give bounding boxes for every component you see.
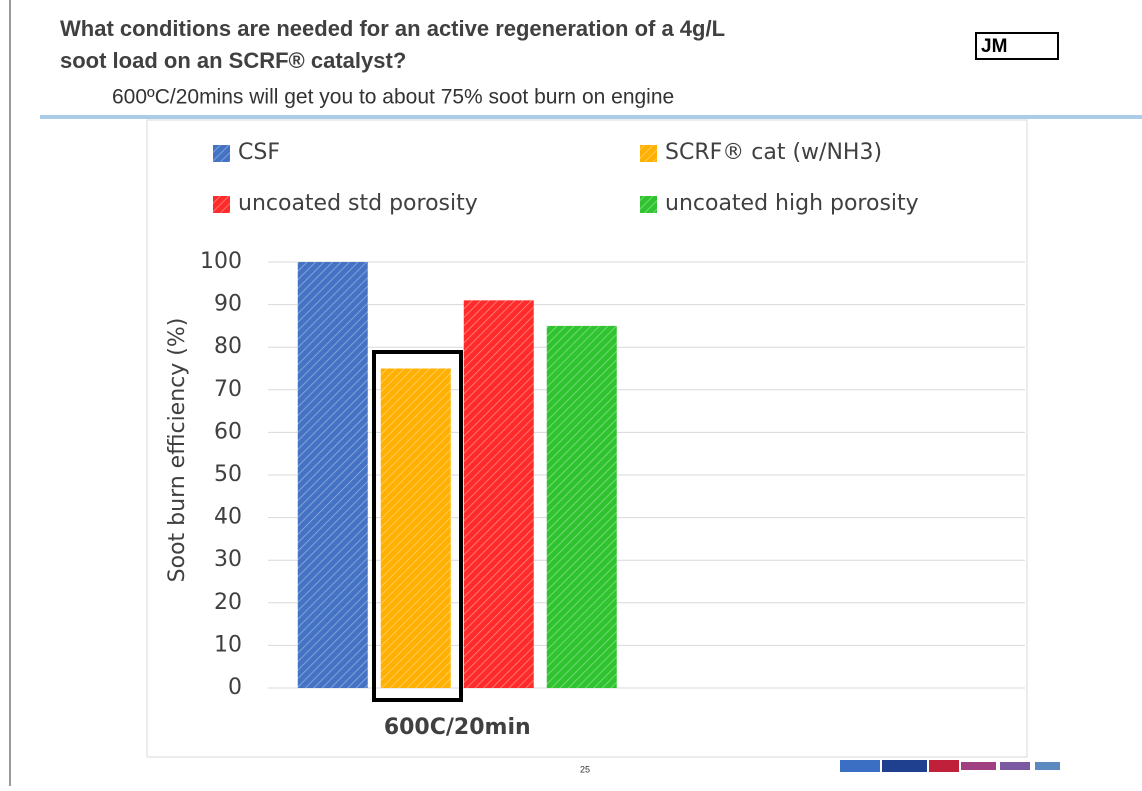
slide: What conditions are needed for an active… — [0, 0, 1142, 786]
legend-swatch — [213, 196, 230, 213]
y-tick-label: 100 — [200, 249, 242, 274]
legend-swatch — [640, 145, 657, 162]
bar — [464, 300, 534, 688]
page-number: 25 — [580, 764, 590, 774]
slide-subtitle: 600ºC/20mins will get you to about 75% s… — [112, 86, 674, 109]
y-tick-label: 10 — [214, 632, 242, 657]
y-axis-label: Soot burn efficiency (%) — [165, 318, 190, 583]
y-tick-label: 40 — [214, 505, 242, 530]
legend-swatch — [640, 196, 657, 213]
footer-logo-block — [882, 760, 927, 772]
footer-logo-block — [840, 760, 880, 772]
footer-logo-block — [1000, 762, 1030, 770]
legend-label: uncoated high porosity — [665, 191, 919, 216]
bar — [381, 369, 451, 689]
bar — [298, 262, 368, 688]
legend-swatch — [213, 145, 230, 162]
legend-label: SCRF® cat (w/NH3) — [665, 140, 882, 165]
y-tick-label: 70 — [214, 377, 242, 402]
legend-label: CSF — [238, 140, 280, 165]
logo: JM — [981, 36, 1007, 57]
footer-logo-block — [1035, 762, 1060, 770]
y-tick-label: 20 — [214, 590, 242, 615]
footer-logo-block — [929, 760, 959, 772]
slide-title: What conditions are needed for an active… — [60, 16, 725, 41]
slide-title: soot load on an SCRF® catalyst? — [60, 48, 406, 73]
y-tick-label: 60 — [214, 419, 242, 444]
y-tick-label: 50 — [214, 462, 242, 487]
bar — [547, 326, 617, 688]
y-tick-label: 80 — [214, 334, 242, 359]
footer-logo — [840, 760, 1060, 772]
x-tick-label: 600C/20min — [384, 715, 531, 740]
page: What conditions are needed for an active… — [0, 0, 1142, 786]
legend-label: uncoated std porosity — [238, 191, 478, 216]
footer-logo-block — [961, 762, 996, 770]
y-tick-label: 0 — [228, 675, 242, 700]
y-tick-label: 30 — [214, 547, 242, 572]
y-tick-label: 90 — [214, 292, 242, 317]
